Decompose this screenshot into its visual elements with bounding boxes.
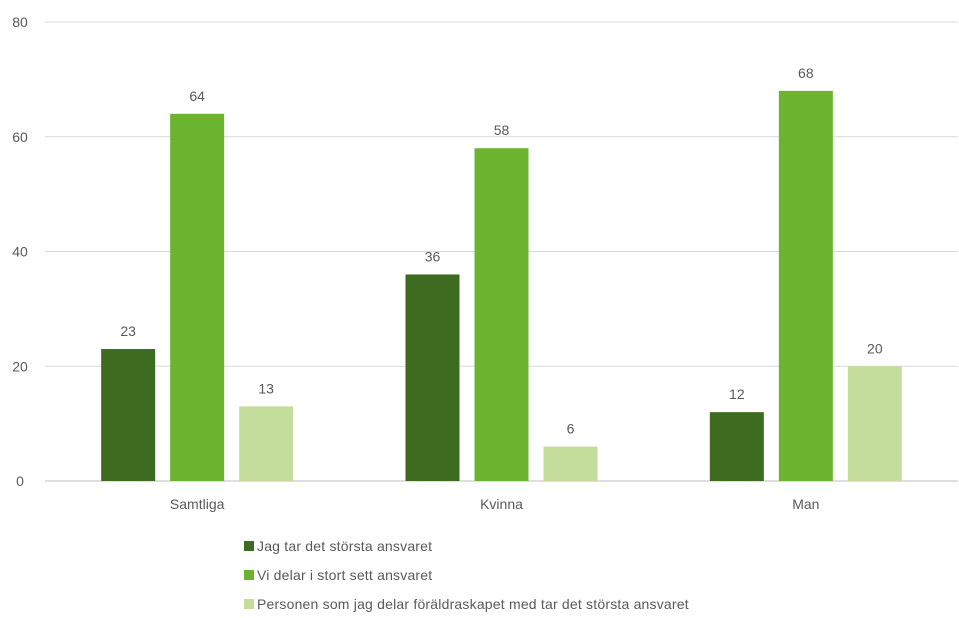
bars xyxy=(101,90,902,482)
legend-swatch xyxy=(244,569,254,580)
legend-item: Jag tar det största ansvaret xyxy=(244,531,689,560)
x-tick-label: Kvinna xyxy=(480,496,523,512)
y-tick-label: 0 xyxy=(16,473,24,489)
y-tick-label: 20 xyxy=(12,358,28,374)
y-tick-label: 80 xyxy=(12,14,28,30)
data-label: 13 xyxy=(258,380,274,396)
data-label: 58 xyxy=(494,122,510,138)
legend-label: Vi delar i stort sett ansvaret xyxy=(257,566,433,583)
bar xyxy=(543,446,598,481)
data-label: 68 xyxy=(798,65,814,81)
bar xyxy=(170,113,225,482)
data-label: 12 xyxy=(729,386,745,402)
x-tick-label: Samtliga xyxy=(170,496,225,512)
data-label: 20 xyxy=(867,340,883,356)
x-axis-ticks: Samtliga Kvinna Man xyxy=(170,496,820,512)
bar xyxy=(709,412,764,481)
bar xyxy=(778,90,833,481)
legend-item: Vi delar i stort sett ansvaret xyxy=(244,560,689,589)
bar xyxy=(474,148,529,481)
y-axis-ticks: 0 20 40 60 80 xyxy=(12,14,28,489)
bar-chart: 0 20 40 60 80 23 64 13 36 58 6 12 68 20 Samtliga Kvin… xyxy=(12,14,958,512)
bar xyxy=(405,274,460,481)
legend-swatch xyxy=(244,540,254,551)
data-label: 6 xyxy=(567,421,575,437)
data-labels: 23 64 13 36 58 6 12 68 20 xyxy=(120,65,882,437)
y-tick-label: 60 xyxy=(12,129,28,145)
data-label: 23 xyxy=(120,323,136,339)
legend-item: Personen som jag delar föräldraskapet me… xyxy=(244,589,689,618)
data-label: 36 xyxy=(425,248,441,264)
legend-swatch xyxy=(244,598,254,609)
bar xyxy=(847,366,902,481)
x-tick-label: Man xyxy=(792,496,819,512)
legend-label: Jag tar det största ansvaret xyxy=(257,537,433,554)
bar xyxy=(239,406,294,481)
bar xyxy=(101,349,156,481)
data-label: 64 xyxy=(189,88,205,104)
legend-label: Personen som jag delar föräldraskapet me… xyxy=(257,595,689,612)
legend: Jag tar det största ansvaret Vi delar i … xyxy=(244,531,689,618)
y-tick-label: 40 xyxy=(12,244,28,260)
